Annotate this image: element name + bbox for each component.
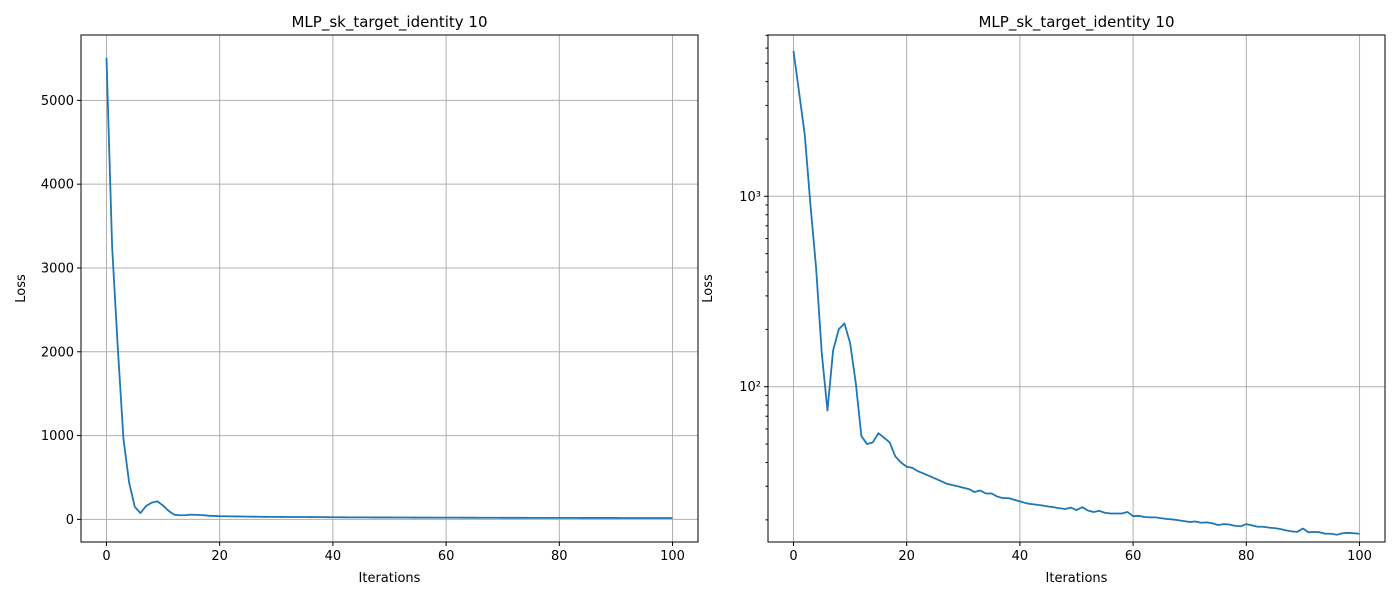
x-tick-label: 40: [1012, 549, 1029, 564]
chart-title: MLP_sk_target_identity 10: [978, 13, 1174, 32]
x-tick-label: 0: [102, 549, 110, 564]
y-tick-label: 5000: [41, 94, 74, 109]
x-tick-label: 20: [211, 549, 228, 564]
axes-frame: [767, 34, 1386, 543]
x-tick-label: 60: [1125, 549, 1142, 564]
x-tick-label: 20: [898, 549, 915, 564]
x-tick-label: 0: [789, 549, 797, 564]
chart-title: MLP_sk_target_identity 10: [291, 13, 487, 32]
y-tick-label: 10³: [739, 190, 761, 205]
x-tick-label: 60: [438, 549, 455, 564]
x-tick-label: 40: [325, 549, 342, 564]
right-chart-log: 0 20 40 60 80 100 10² 10³ MLP_sk_target_identity…: [701, 13, 1386, 586]
y-axis-label: Loss: [14, 274, 29, 303]
y-tick-label: 3000: [41, 261, 74, 276]
loss-series-line: [105, 57, 673, 519]
x-axis-label: Iterations: [1046, 571, 1108, 586]
x-tick-label: 80: [551, 549, 568, 564]
x-tick-label: 80: [1238, 549, 1255, 564]
y-tick-label: 2000: [41, 345, 74, 360]
x-axis-label: Iterations: [359, 571, 421, 586]
y-tick-label: 1000: [41, 429, 74, 444]
x-tick-label: 100: [1347, 549, 1372, 564]
axes-frame: [80, 34, 699, 543]
y-tick-label: 10²: [739, 380, 761, 395]
left-chart-linear: 0 20 40 60 80 100010002000300040005000MLP_sk_…: [14, 13, 699, 586]
y-tick-label: 0: [66, 513, 74, 528]
loss-series-line: [792, 50, 1360, 536]
y-tick-label: 4000: [41, 178, 74, 193]
y-axis-label: Loss: [701, 274, 716, 303]
x-tick-label: 100: [660, 549, 685, 564]
